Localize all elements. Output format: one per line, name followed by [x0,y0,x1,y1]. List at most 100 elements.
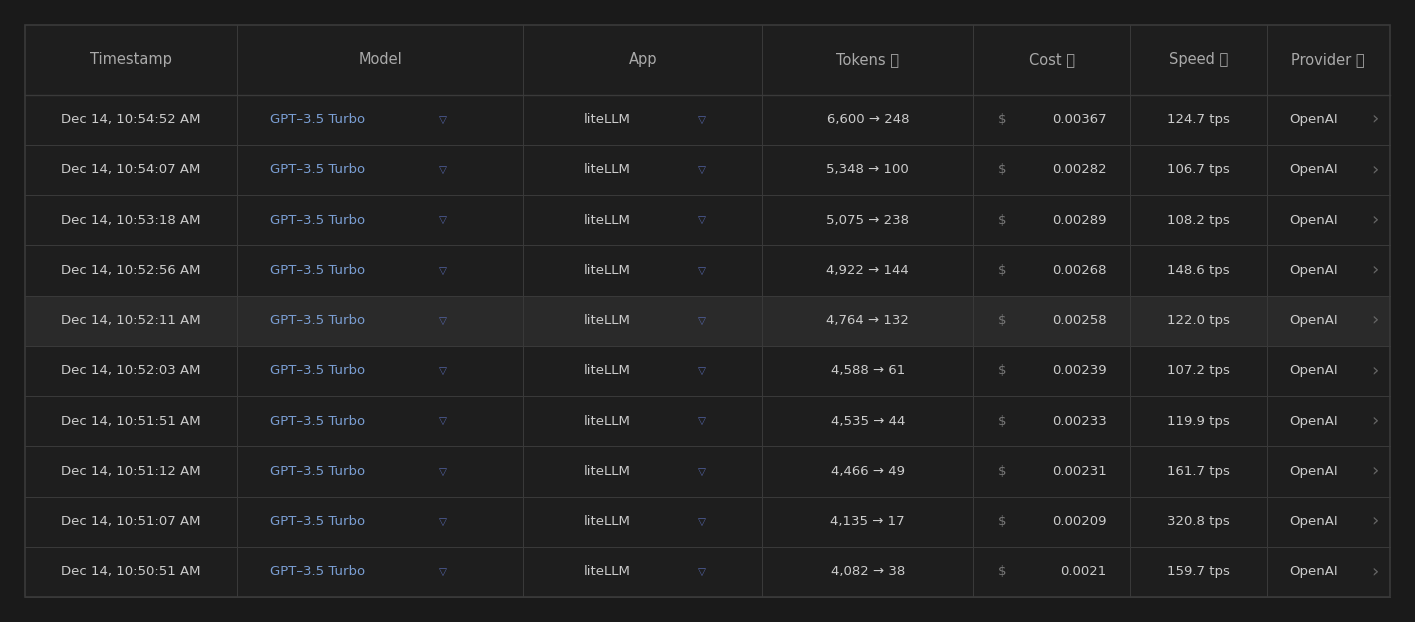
Text: 0.00209: 0.00209 [1053,515,1107,528]
Text: ›: › [1371,412,1378,430]
Text: OpenAI: OpenAI [1289,565,1337,578]
Text: OpenAI: OpenAI [1289,465,1337,478]
Text: 5,075 → 238: 5,075 → 238 [826,214,910,226]
Text: Dec 14, 10:54:07 AM: Dec 14, 10:54:07 AM [61,164,201,177]
Text: 122.0 tps: 122.0 tps [1167,314,1230,327]
Text: liteLLM: liteLLM [583,314,630,327]
Text: 4,535 → 44: 4,535 → 44 [831,415,906,428]
Text: 0.00289: 0.00289 [1053,214,1107,226]
Text: 4,466 → 49: 4,466 → 49 [831,465,904,478]
Text: liteLLM: liteLLM [583,113,630,126]
Text: Dec 14, 10:51:07 AM: Dec 14, 10:51:07 AM [61,515,201,528]
Text: $: $ [998,113,1006,126]
Text: 0.00258: 0.00258 [1053,314,1107,327]
Text: ▽: ▽ [439,165,447,175]
Text: Speed ⓘ: Speed ⓘ [1169,52,1228,67]
Text: 106.7 tps: 106.7 tps [1167,164,1230,177]
Text: ›: › [1371,261,1378,279]
Text: 5,348 → 100: 5,348 → 100 [826,164,910,177]
Text: liteLLM: liteLLM [583,264,630,277]
Text: GPT–3.5 Turbo: GPT–3.5 Turbo [269,214,365,226]
Text: $: $ [998,214,1006,226]
Text: Cost ⓘ: Cost ⓘ [1029,52,1075,67]
Text: $: $ [998,515,1006,528]
Text: ›: › [1371,513,1378,531]
Text: 0.00239: 0.00239 [1053,364,1107,378]
Text: 108.2 tps: 108.2 tps [1167,214,1230,226]
Text: ›: › [1371,362,1378,380]
Bar [25,25,1390,95]
Text: 0.00231: 0.00231 [1053,465,1107,478]
Text: ▽: ▽ [699,466,706,476]
Text: GPT–3.5 Turbo: GPT–3.5 Turbo [269,565,365,578]
Text: GPT–3.5 Turbo: GPT–3.5 Turbo [269,264,365,277]
Text: ▽: ▽ [699,517,706,527]
Text: OpenAI: OpenAI [1289,264,1337,277]
Text: GPT–3.5 Turbo: GPT–3.5 Turbo [269,314,365,327]
Text: ▽: ▽ [699,215,706,225]
Text: Dec 14, 10:53:18 AM: Dec 14, 10:53:18 AM [61,214,201,226]
Text: OpenAI: OpenAI [1289,364,1337,378]
Text: $: $ [998,164,1006,177]
Text: ›: › [1371,312,1378,330]
Text: 0.00233: 0.00233 [1053,415,1107,428]
Text: $: $ [998,264,1006,277]
Text: ▽: ▽ [699,114,706,124]
Text: ▽: ▽ [439,215,447,225]
Text: ▽: ▽ [699,165,706,175]
Bar [25,547,1390,597]
Text: ▽: ▽ [699,567,706,577]
Text: liteLLM: liteLLM [583,465,630,478]
Text: 159.7 tps: 159.7 tps [1167,565,1230,578]
Bar [25,245,1390,295]
Text: 4,135 → 17: 4,135 → 17 [831,515,906,528]
Text: 4,922 → 144: 4,922 → 144 [826,264,910,277]
Text: Dec 14, 10:52:11 AM: Dec 14, 10:52:11 AM [61,314,201,327]
Text: OpenAI: OpenAI [1289,214,1337,226]
Text: Tokens ⓘ: Tokens ⓘ [836,52,900,67]
Bar [25,195,1390,245]
Text: $: $ [998,314,1006,327]
Text: 6,600 → 248: 6,600 → 248 [826,113,908,126]
Text: ▽: ▽ [699,266,706,276]
Text: 148.6 tps: 148.6 tps [1167,264,1230,277]
Text: Dec 14, 10:50:51 AM: Dec 14, 10:50:51 AM [61,565,201,578]
Text: GPT–3.5 Turbo: GPT–3.5 Turbo [269,364,365,378]
Text: ▽: ▽ [439,366,447,376]
Text: ›: › [1371,563,1378,581]
Bar [25,346,1390,396]
Text: liteLLM: liteLLM [583,214,630,226]
Bar [25,396,1390,447]
Text: 124.7 tps: 124.7 tps [1167,113,1230,126]
Text: ›: › [1371,161,1378,179]
Text: OpenAI: OpenAI [1289,164,1337,177]
Text: ▽: ▽ [439,416,447,426]
Text: 161.7 tps: 161.7 tps [1167,465,1230,478]
Text: ›: › [1371,211,1378,229]
Bar [25,95,1390,145]
Text: ›: › [1371,463,1378,480]
Text: GPT–3.5 Turbo: GPT–3.5 Turbo [269,515,365,528]
Text: GPT–3.5 Turbo: GPT–3.5 Turbo [269,164,365,177]
Text: liteLLM: liteLLM [583,415,630,428]
Text: 119.9 tps: 119.9 tps [1167,415,1230,428]
Bar [25,295,1390,346]
Text: ▽: ▽ [699,366,706,376]
Text: $: $ [998,364,1006,378]
Text: Dec 14, 10:54:52 AM: Dec 14, 10:54:52 AM [61,113,201,126]
Text: 0.00282: 0.00282 [1053,164,1107,177]
Text: ▽: ▽ [699,316,706,326]
Text: ▽: ▽ [439,517,447,527]
Bar [25,496,1390,547]
Text: Dec 14, 10:52:56 AM: Dec 14, 10:52:56 AM [61,264,201,277]
Text: liteLLM: liteLLM [583,515,630,528]
Text: liteLLM: liteLLM [583,565,630,578]
Text: $: $ [998,415,1006,428]
Bar [25,447,1390,496]
Text: GPT–3.5 Turbo: GPT–3.5 Turbo [269,465,365,478]
Text: OpenAI: OpenAI [1289,113,1337,126]
Text: 4,588 → 61: 4,588 → 61 [831,364,906,378]
Text: 4,764 → 132: 4,764 → 132 [826,314,910,327]
Text: Provider ⓘ: Provider ⓘ [1292,52,1365,67]
Text: $: $ [998,465,1006,478]
